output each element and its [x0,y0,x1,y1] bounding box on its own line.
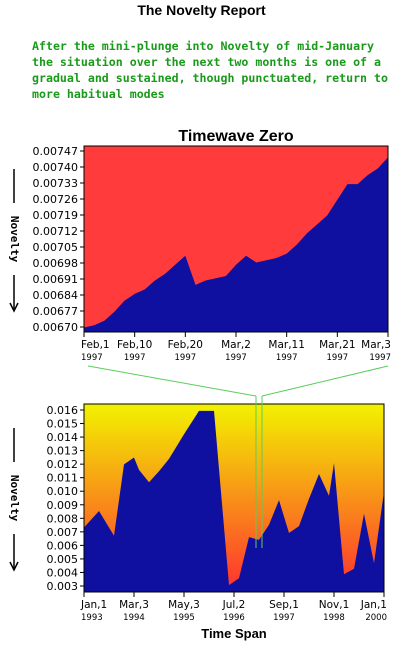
zoom-connector-right [261,365,389,397]
x-tick-label: May,3 [168,599,200,611]
x-tick-year: 1993 [81,613,103,623]
x-tick-label: Nov,1 [319,599,350,611]
x-tick-year: 1997 [276,353,298,363]
y-tick-label: 0.00719 [33,209,79,222]
zoom-connector-left [87,365,257,397]
y-tick-label: 0.00670 [33,321,79,334]
x-tick-label: Mar,3 [361,339,391,351]
x-tick-label: Mar,3 [119,599,149,611]
x-tick-label: Feb,1 [81,339,110,351]
x-tick-label: Feb,10 [117,339,152,351]
x-tick-year: 1997 [225,353,247,363]
y-tick-label: 0.00677 [33,305,79,318]
y-tick-label: 0.003 [47,580,79,593]
y-tick-label: 0.00684 [33,289,79,302]
y-axis-label: Novelty [8,475,21,522]
intro-text: After the mini-plunge into Novelty of mi… [32,39,388,101]
y-tick-label: 0.00705 [33,241,79,254]
y-tick-label: 0.016 [47,404,79,417]
x-tick-year: 1996 [223,613,245,623]
report-title: The Novelty Report [137,2,266,18]
y-axis-arrowhead [9,302,19,313]
y-tick-label: 0.010 [47,485,79,498]
y-tick-label: 0.009 [47,499,79,512]
x-tick-label: Feb,20 [168,339,203,351]
y-tick-label: 0.00726 [33,193,79,206]
y-tick-label: 0.00712 [33,225,79,238]
y-tick-label: 0.00747 [33,145,79,158]
series-area-1 [84,157,388,332]
x-tick-label: Mar,21 [319,339,356,351]
y-tick-label: 0.013 [47,445,79,458]
y-tick-label: 0.007 [47,526,79,539]
x-tick-year: 1997 [273,613,295,623]
y-tick-label: 0.00691 [33,273,79,286]
x-axis-label: Time Span [201,626,267,641]
y-axis-arrowhead [9,561,19,572]
x-tick-label: Mar,2 [221,339,251,351]
y-tick-label: 0.015 [47,418,79,431]
y-tick-label: 0.012 [47,458,79,471]
x-tick-year: 1995 [173,613,195,623]
x-tick-label: Jul,2 [222,599,246,611]
series-area-2 [84,410,384,592]
x-tick-year: 2000 [365,613,387,623]
x-tick-year: 1997 [175,353,197,363]
x-tick-year: 1998 [323,613,345,623]
x-tick-label: Jan,1 [80,599,107,611]
x-tick-label: Mar,11 [268,339,305,351]
y-tick-label: 0.00740 [33,161,79,174]
x-tick-year: 1997 [124,353,146,363]
y-tick-label: 0.00698 [33,257,79,270]
y-tick-label: 0.014 [47,431,79,444]
x-tick-year: 1997 [369,353,391,363]
x-tick-label: Sep,1 [269,599,299,611]
y-tick-label: 0.011 [47,472,79,485]
x-tick-year: 1994 [123,613,145,623]
y-tick-label: 0.004 [47,566,79,579]
y-tick-label: 0.00733 [33,177,79,190]
x-tick-label: Jan,1 [360,599,387,611]
chart-title: Timewave Zero [178,128,294,145]
y-axis-label: Novelty [8,216,21,263]
y-tick-label: 0.006 [47,539,79,552]
x-tick-year: 1997 [327,353,349,363]
y-tick-label: 0.005 [47,553,79,566]
y-tick-label: 0.008 [47,512,79,525]
x-tick-year: 1997 [81,353,103,363]
